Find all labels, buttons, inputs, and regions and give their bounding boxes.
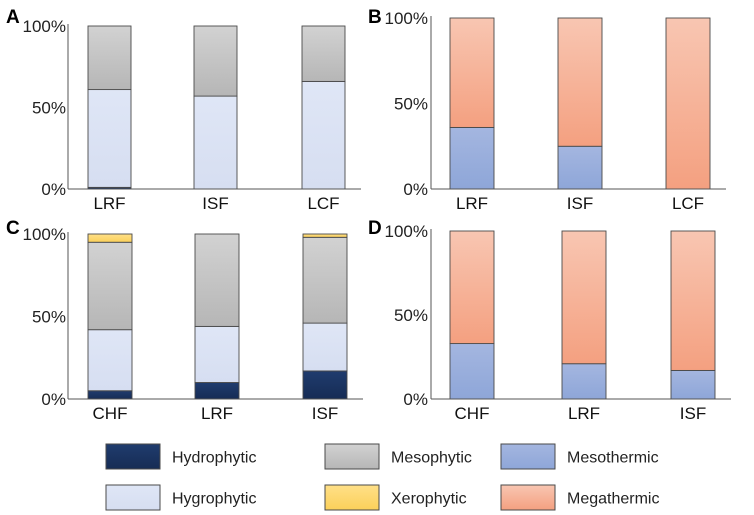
bar-b-lrf-mesothermic [449, 126, 495, 190]
x-tick-label-d-lrf: LRF [568, 404, 600, 423]
bar-a-lrf-hygrophytic [87, 89, 132, 188]
y-tick-label-b-2: 100% [385, 9, 428, 28]
legend-swatch-hydrophytic [105, 443, 161, 470]
legend-label-megathermic: Megathermic [567, 491, 659, 508]
y-tick-label-d-0: 0% [403, 390, 428, 409]
bar-d-lrf-mesothermic [561, 363, 607, 400]
x-tick-label-c-isf: ISF [312, 404, 338, 423]
panel-letter-a: A [6, 7, 20, 28]
bar-b-lrf-megathermic [449, 17, 495, 128]
x-tick-label-c-lrf: LRF [201, 404, 233, 423]
legend-label-mesothermic: Mesothermic [567, 450, 659, 467]
legend-swatch-megathermic [500, 484, 556, 511]
legend-label-hygrophytic: Hygrophytic [172, 491, 256, 508]
y-tick-label-c-2: 100% [23, 225, 66, 244]
bar-a-lrf-mesophytic [87, 25, 132, 91]
x-tick-label-a-lcf: LCF [307, 194, 339, 213]
legend-label-xerophytic: Xerophytic [391, 491, 467, 508]
legend-label-hydrophytic: Hydrophytic [172, 450, 256, 467]
x-tick-label-a-lrf: LRF [93, 194, 125, 213]
bar-d-isf-mesothermic [670, 369, 716, 400]
bar-c-chf-mesophytic [87, 241, 133, 331]
x-tick-label-c-chf: CHF [93, 404, 128, 423]
bar-b-isf-megathermic [557, 17, 603, 147]
bar-c-lrf-hygrophytic [194, 325, 240, 383]
bar-c-lrf-mesophytic [194, 233, 240, 327]
panel-d: D 0% 50% 100% CHF LRF ISF [368, 218, 731, 423]
bar-d-isf-megathermic [670, 230, 716, 371]
legend-swatch-xerophytic [324, 484, 380, 511]
bar-c-lrf-hydrophytic [194, 382, 240, 400]
y-tick-label-b-0: 0% [403, 180, 428, 199]
bar-c-isf-hydrophytic [302, 370, 348, 400]
bar-d-lrf-megathermic [561, 230, 607, 365]
y-tick-label-d-2: 100% [385, 222, 428, 241]
y-tick-label-b-1: 50% [394, 95, 428, 114]
legend-swatch-mesophytic [324, 443, 380, 470]
y-tick-label-a-0: 0% [41, 180, 66, 199]
bar-b-lcf-megathermic [665, 17, 711, 190]
bar-c-isf-mesophytic [302, 236, 348, 324]
legend-swatch-hygrophytic [105, 484, 161, 511]
bar-d-chf-megathermic [449, 230, 495, 345]
x-tick-label-a-isf: ISF [202, 194, 228, 213]
bar-c-isf-hygrophytic [302, 322, 348, 372]
legend-label-mesophytic: Mesophytic [391, 450, 472, 467]
panel-letter-d: D [368, 218, 382, 239]
panel-b: B 0% 50% 100% LRF ISF LCF [368, 7, 726, 213]
y-tick-label-a-2: 100% [23, 17, 66, 36]
x-tick-label-b-lrf: LRF [456, 194, 488, 213]
bar-c-chf-xerophytic [87, 233, 133, 243]
panel-a: A 0% 50% 100% LRF ISF LCF [6, 7, 361, 213]
bar-a-isf-mesophytic [193, 25, 238, 97]
legend-swatch-mesothermic [500, 443, 556, 470]
bar-c-chf-hygrophytic [87, 329, 133, 392]
x-tick-label-b-lcf: LCF [672, 194, 704, 213]
bar-d-chf-mesothermic [449, 343, 495, 400]
panel-c: C 0% 50% 100% CHF LRF ISF [6, 218, 363, 423]
y-tick-label-a-1: 50% [32, 99, 66, 118]
bar-c-chf-hydrophytic [87, 390, 133, 400]
x-tick-label-d-chf: CHF [455, 404, 490, 423]
panel-letter-c: C [6, 218, 20, 239]
bar-c-isf-xerophytic [302, 233, 348, 238]
y-tick-label-d-1: 50% [394, 306, 428, 325]
panel-letter-b: B [368, 7, 382, 28]
bar-a-lcf-hygrophytic [301, 80, 346, 190]
bar-b-isf-mesothermic [557, 145, 603, 190]
y-tick-label-c-0: 0% [41, 390, 66, 409]
x-tick-label-b-isf: ISF [567, 194, 593, 213]
bar-a-lcf-mesophytic [301, 25, 346, 82]
bar-a-isf-hygrophytic [193, 95, 238, 190]
x-tick-label-d-isf: ISF [680, 404, 706, 423]
legend: Hydrophytic Mesophytic Mesothermic Hygrophy… [105, 443, 659, 511]
y-tick-label-c-1: 50% [32, 308, 66, 327]
